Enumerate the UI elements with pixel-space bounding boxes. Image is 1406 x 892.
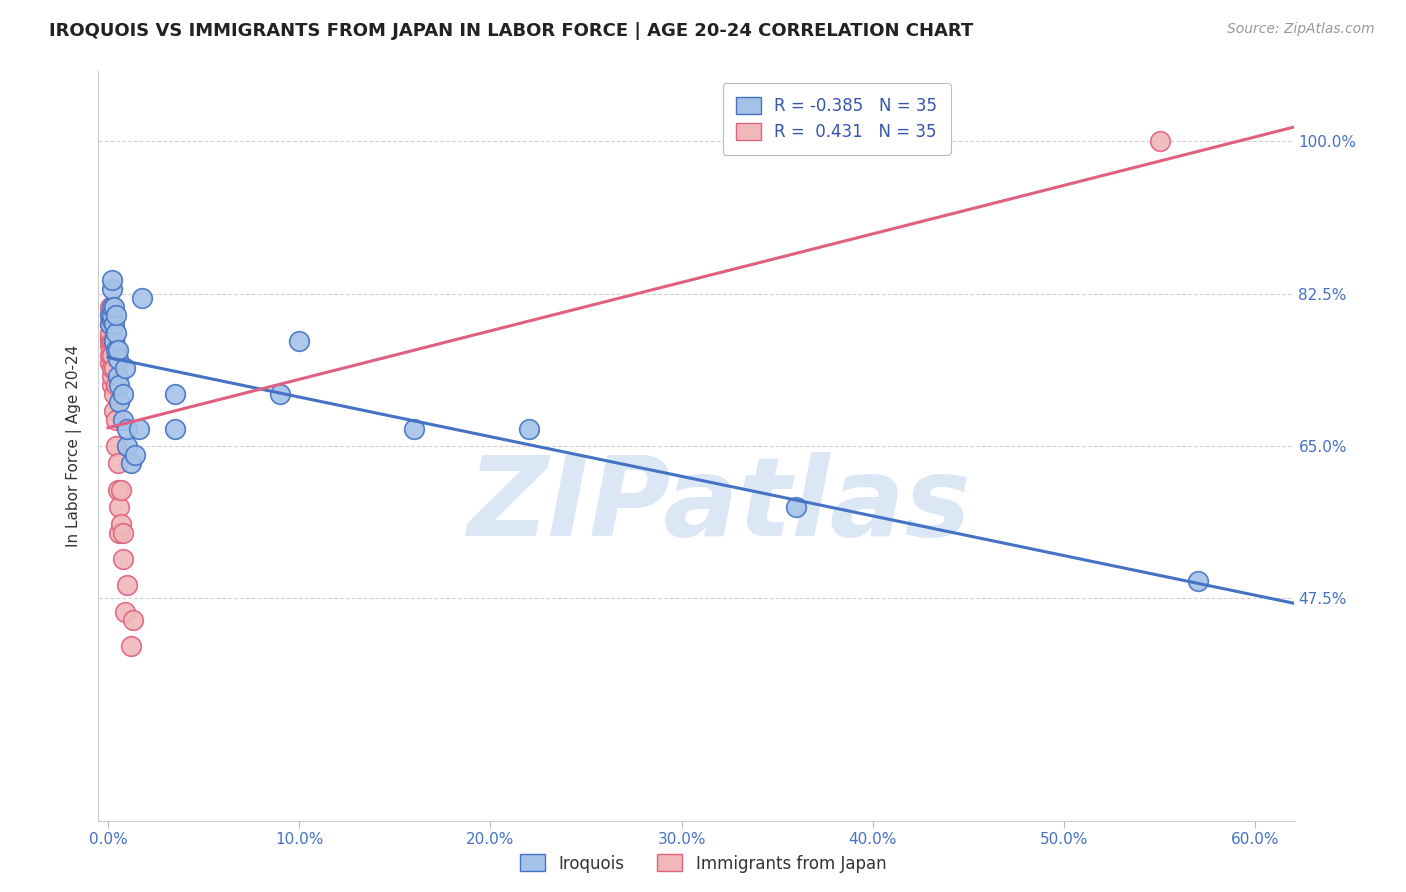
Legend: Iroquois, Immigrants from Japan: Iroquois, Immigrants from Japan [513, 847, 893, 880]
Point [1149, 134, 1171, 148]
Point [114, 360, 136, 375]
Point [115, 439, 138, 453]
Point [98, 356, 121, 370]
Y-axis label: In Labor Force | Age 20-24: In Labor Force | Age 20-24 [66, 345, 83, 547]
Point [112, 552, 135, 566]
Point [101, 273, 124, 287]
Point [101, 312, 124, 326]
Point [101, 378, 124, 392]
Point [108, 378, 131, 392]
Point [163, 386, 186, 401]
Point [269, 386, 291, 401]
Point [98, 300, 121, 314]
Point [115, 421, 138, 435]
Point [121, 613, 143, 627]
Point [517, 421, 540, 435]
Point [103, 334, 125, 349]
Point [112, 386, 135, 401]
Point [104, 378, 127, 392]
Point [108, 500, 131, 514]
Point [98, 347, 121, 361]
Point [104, 308, 127, 322]
Point [163, 421, 186, 435]
Point [104, 439, 127, 453]
Point [124, 448, 146, 462]
Point [101, 317, 124, 331]
Point [288, 334, 311, 349]
Point [107, 351, 129, 366]
Point [112, 526, 135, 541]
Point [402, 421, 425, 435]
Point [98, 317, 121, 331]
Point [107, 483, 129, 497]
Point [104, 326, 127, 340]
Point [98, 330, 121, 344]
Point [101, 369, 124, 384]
Point [98, 326, 121, 340]
Point [107, 343, 129, 358]
Point [101, 360, 124, 375]
Point [110, 517, 132, 532]
Point [103, 386, 125, 401]
Point [112, 413, 135, 427]
Point [128, 421, 150, 435]
Point [115, 578, 138, 592]
Point [98, 308, 121, 322]
Text: IROQUOIS VS IMMIGRANTS FROM JAPAN IN LABOR FORCE | AGE 20-24 CORRELATION CHART: IROQUOIS VS IMMIGRANTS FROM JAPAN IN LAB… [49, 22, 973, 40]
Point [108, 395, 131, 409]
Point [107, 457, 129, 471]
Point [110, 483, 132, 497]
Point [1187, 574, 1209, 588]
Point [101, 334, 124, 349]
Point [108, 526, 131, 541]
Point [785, 500, 807, 514]
Point [101, 282, 124, 296]
Text: ZIPatlas: ZIPatlas [468, 452, 972, 559]
Point [107, 369, 129, 384]
Point [98, 317, 121, 331]
Point [104, 413, 127, 427]
Point [103, 334, 125, 349]
Point [98, 308, 121, 322]
Text: Source: ZipAtlas.com: Source: ZipAtlas.com [1227, 22, 1375, 37]
Legend: R = -0.385   N = 35, R =  0.431   N = 35: R = -0.385 N = 35, R = 0.431 N = 35 [723, 84, 950, 155]
Point [98, 334, 121, 349]
Point [120, 640, 142, 654]
Point [104, 343, 127, 358]
Point [98, 339, 121, 353]
Point [120, 457, 142, 471]
Point [103, 404, 125, 418]
Point [101, 308, 124, 322]
Point [103, 317, 125, 331]
Point [114, 605, 136, 619]
Point [101, 300, 124, 314]
Point [103, 360, 125, 375]
Point [101, 347, 124, 361]
Point [131, 291, 153, 305]
Point [103, 300, 125, 314]
